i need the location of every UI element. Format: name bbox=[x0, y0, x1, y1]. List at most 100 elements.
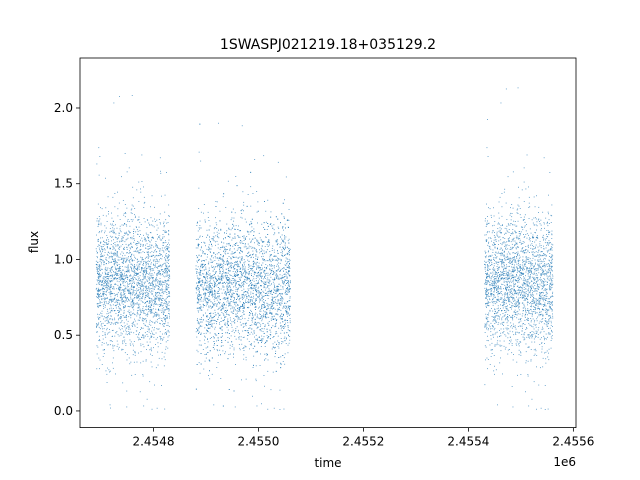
data-point bbox=[249, 313, 251, 314]
data-point bbox=[204, 354, 206, 355]
data-point bbox=[154, 267, 156, 269]
data-point bbox=[162, 304, 164, 306]
data-point bbox=[230, 319, 231, 321]
data-point bbox=[152, 286, 154, 288]
data-point bbox=[124, 273, 125, 275]
data-point bbox=[108, 285, 110, 287]
data-point bbox=[250, 304, 252, 306]
data-point bbox=[231, 331, 233, 332]
data-point bbox=[200, 332, 202, 334]
data-point bbox=[218, 283, 219, 284]
data-point bbox=[121, 273, 123, 275]
data-point bbox=[240, 271, 241, 272]
data-point bbox=[146, 301, 148, 303]
data-point bbox=[163, 323, 165, 324]
data-point bbox=[144, 292, 146, 294]
data-point bbox=[112, 220, 114, 222]
data-point bbox=[117, 315, 119, 317]
data-point bbox=[243, 283, 245, 285]
data-point bbox=[106, 287, 108, 289]
data-point bbox=[279, 262, 281, 264]
data-point bbox=[286, 280, 288, 282]
data-point bbox=[108, 262, 110, 264]
data-point bbox=[269, 251, 271, 252]
data-point bbox=[151, 293, 153, 295]
data-point bbox=[225, 283, 226, 285]
data-point bbox=[263, 310, 264, 312]
data-point bbox=[250, 303, 252, 304]
data-point bbox=[117, 273, 119, 274]
data-point bbox=[200, 325, 201, 327]
data-point bbox=[117, 292, 119, 294]
data-point bbox=[109, 312, 111, 314]
data-point bbox=[268, 291, 270, 292]
data-point bbox=[165, 287, 167, 289]
data-point bbox=[133, 266, 135, 268]
data-point bbox=[211, 373, 213, 375]
data-point bbox=[230, 267, 232, 269]
data-point bbox=[226, 326, 228, 328]
data-point bbox=[169, 275, 171, 277]
data-point bbox=[284, 363, 286, 365]
data-point bbox=[163, 323, 165, 325]
data-point bbox=[97, 239, 99, 241]
data-point bbox=[101, 282, 103, 284]
data-point bbox=[123, 278, 124, 280]
data-point bbox=[112, 304, 114, 306]
data-point bbox=[149, 240, 151, 242]
data-point bbox=[129, 288, 131, 290]
data-point bbox=[146, 280, 148, 282]
data-point bbox=[285, 302, 287, 304]
data-point bbox=[129, 332, 130, 334]
data-point bbox=[130, 275, 132, 277]
data-point bbox=[228, 283, 230, 284]
data-point bbox=[137, 313, 139, 315]
data-point bbox=[268, 279, 270, 281]
data-point bbox=[155, 261, 156, 263]
data-point bbox=[159, 296, 161, 298]
data-point bbox=[110, 230, 112, 232]
data-point bbox=[155, 265, 156, 267]
data-point bbox=[214, 271, 216, 273]
data-point bbox=[133, 302, 135, 304]
data-point bbox=[242, 265, 243, 266]
data-point bbox=[161, 385, 162, 386]
data-point bbox=[134, 239, 135, 241]
data-point bbox=[287, 293, 288, 295]
data-point bbox=[220, 337, 222, 338]
data-point bbox=[118, 259, 120, 261]
data-point bbox=[253, 330, 255, 332]
data-point bbox=[230, 295, 232, 297]
data-point bbox=[133, 238, 135, 239]
data-point bbox=[126, 286, 128, 288]
data-point bbox=[122, 282, 124, 284]
data-point bbox=[165, 271, 167, 272]
data-point bbox=[274, 341, 276, 343]
data-point bbox=[153, 295, 155, 297]
data-point bbox=[229, 293, 230, 295]
data-point bbox=[154, 299, 155, 301]
data-point bbox=[121, 348, 123, 350]
data-point bbox=[136, 288, 138, 290]
data-point bbox=[125, 243, 127, 245]
data-point bbox=[140, 246, 141, 247]
data-point bbox=[257, 281, 259, 283]
data-point bbox=[124, 258, 126, 260]
data-point bbox=[132, 299, 134, 301]
data-point bbox=[106, 253, 108, 255]
data-point bbox=[201, 242, 202, 243]
data-point bbox=[235, 328, 237, 330]
data-point bbox=[205, 259, 207, 261]
data-point bbox=[145, 272, 147, 273]
data-point bbox=[218, 232, 220, 234]
data-point bbox=[237, 297, 238, 299]
data-point bbox=[127, 265, 129, 267]
data-point bbox=[258, 317, 260, 319]
data-point bbox=[250, 287, 252, 289]
data-point bbox=[157, 288, 159, 290]
data-point bbox=[241, 306, 243, 307]
data-point bbox=[112, 252, 114, 254]
data-point bbox=[152, 299, 154, 301]
data-point bbox=[128, 309, 130, 311]
data-point bbox=[197, 321, 199, 323]
